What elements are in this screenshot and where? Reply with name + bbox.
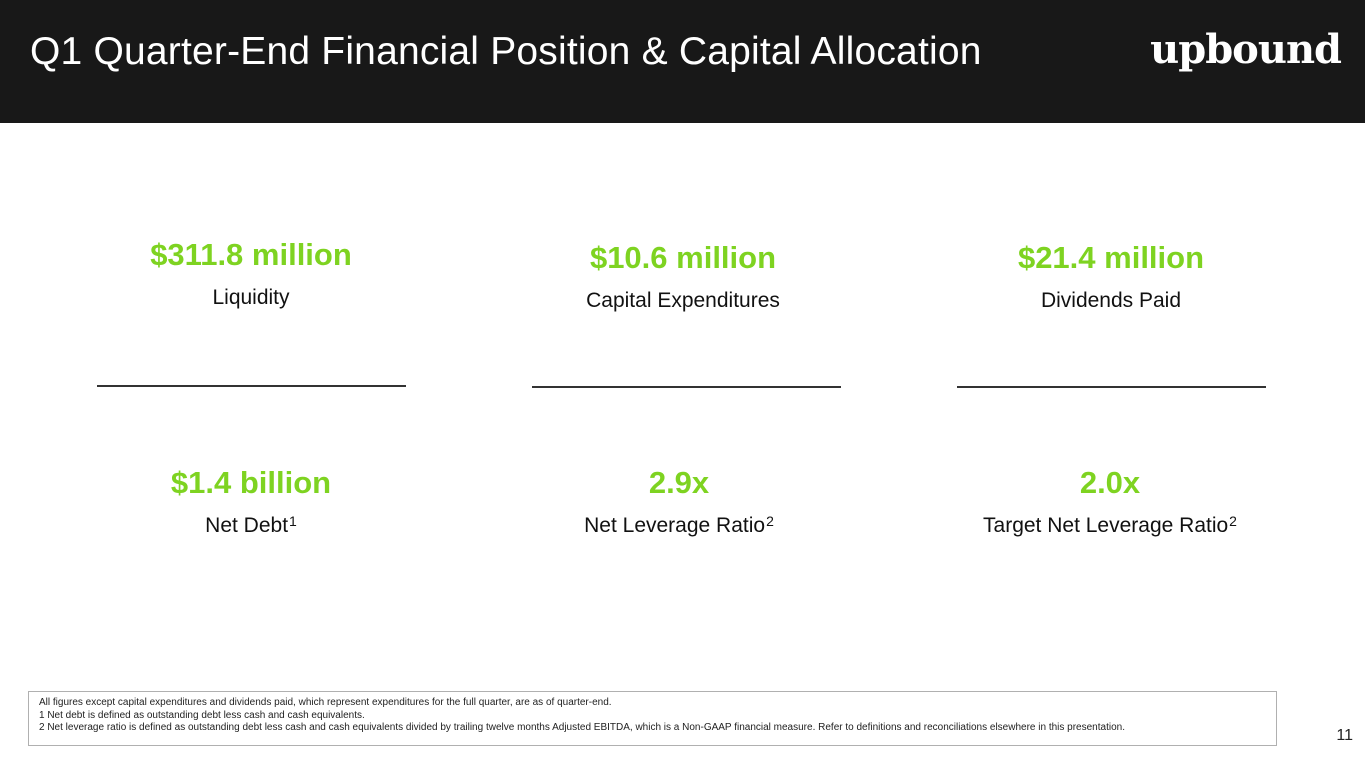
header-bar: Q1 Quarter-End Financial Position & Capi…	[0, 0, 1365, 123]
metric-label: Dividends Paid	[1040, 289, 1182, 312]
page-number: 11	[1336, 727, 1353, 744]
metric-label: Net Leverage Ratio2	[584, 513, 774, 537]
metric-label: Target Net Leverage Ratio2	[983, 513, 1237, 537]
metric-label: Net Debt1	[205, 513, 297, 537]
divider-right	[957, 386, 1266, 388]
footnote-line: All figures except capital expenditures …	[39, 697, 612, 708]
metric-target-net-leverage-ratio: 2.0x Target Net Leverage Ratio2	[910, 465, 1310, 539]
footnote-ref: 2	[1229, 513, 1237, 529]
divider-center	[532, 386, 841, 388]
metric-net-debt: $1.4 billion Net Debt1	[51, 465, 451, 539]
page-title: Q1 Quarter-End Financial Position & Capi…	[30, 30, 982, 73]
metric-dividends-paid: $21.4 million Dividends Paid	[911, 240, 1311, 314]
footnote-line: 2 Net leverage ratio is defined as outst…	[39, 722, 1125, 733]
metric-value: 2.9x	[648, 465, 710, 500]
footnote-ref: 2	[766, 513, 774, 529]
metric-value: $10.6 million	[589, 240, 777, 275]
footnote-line: 1 Net debt is defined as outstanding deb…	[39, 709, 365, 721]
footnote-box: All figures except capital expenditures …	[28, 691, 1277, 746]
metric-value: $1.4 billion	[170, 465, 332, 500]
metric-liquidity: $311.8 million Liquidity	[51, 237, 451, 311]
metric-label: Capital Expenditures	[586, 289, 780, 312]
metric-value: $21.4 million	[1017, 240, 1205, 275]
metric-label: Liquidity	[212, 286, 290, 309]
metric-net-leverage-ratio: 2.9x Net Leverage Ratio2	[479, 465, 879, 539]
footnote-ref: 1	[289, 513, 297, 529]
metric-capital-expenditures: $10.6 million Capital Expenditures	[483, 240, 883, 314]
upbound-logo: upbound	[1150, 26, 1342, 73]
divider-left	[97, 385, 406, 387]
metric-value: $311.8 million	[150, 237, 352, 272]
metric-value: 2.0x	[1079, 465, 1141, 500]
